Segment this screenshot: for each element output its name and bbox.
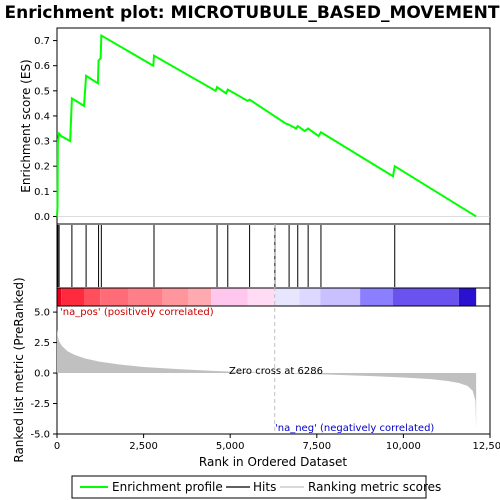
negative-correlation-label: 'na_neg' (negatively correlated) (275, 423, 434, 434)
rank-bar-segment (162, 288, 189, 306)
es-panel-frame (56, 27, 491, 225)
es-y-tick-label: 0.6 (34, 61, 50, 72)
zero-cross-label: Zero cross at 6286 (229, 366, 323, 377)
metric-y-tick-label: 5.0 (34, 308, 50, 319)
rank-bar-segment (211, 288, 248, 306)
enrichment-score-panel: 0.0 0.1 0.2 0.3 0.4 0.5 0.6 0.7 Enrichment scor… (19, 27, 491, 225)
rank-bar-segment (247, 288, 275, 306)
es-y-tick-label: 0.3 (34, 137, 50, 148)
rank-bar-segment (100, 288, 129, 306)
rank-bar-segment (128, 288, 163, 306)
positive-correlation-label: 'na_pos' (positively correlated) (60, 307, 214, 318)
rank-bar-segment (360, 288, 394, 306)
x-axis-label: Rank in Ordered Dataset (199, 455, 347, 469)
rank-bar-segment (61, 288, 85, 306)
legend-label-hits: Hits (253, 480, 276, 494)
es-y-tick-label: 0.4 (34, 111, 50, 122)
rank-bar-segment (299, 288, 321, 306)
legend: Enrichment profile Hits Ranking metric s… (71, 475, 441, 499)
rank-bar-segment (84, 288, 101, 306)
metric-y-tick-label: 2.5 (34, 338, 50, 349)
rank-color-bar (56, 287, 491, 307)
rank-bar-segment (458, 288, 477, 306)
rank-bar-segment (57, 288, 62, 306)
hits-panel (56, 223, 491, 289)
legend-label-metric: Ranking metric scores (308, 480, 441, 494)
x-tick-label: 7,500 (302, 441, 331, 452)
rank-bar-segment (274, 288, 300, 306)
x-tick-label: 2,500 (129, 441, 158, 452)
rank-bar-segment (320, 288, 361, 306)
x-tick-label: 0 (54, 441, 60, 452)
x-tick-label: 10,000 (386, 441, 421, 452)
es-y-tick-label: 0.5 (34, 86, 50, 97)
hits-panel-frame (56, 223, 491, 289)
enrichment-profile-line (56, 33, 477, 218)
es-y-axis-label: Enrichment score (ES) (19, 59, 33, 192)
ranked-metric-panel: 5.0 2.5 0.0 -2.5 -5.0 0 2,500 5,000 7,500 10,000… (12, 224, 500, 469)
es-y-tick-label: 0.2 (34, 162, 50, 173)
chart-title: Enrichment plot: MICROTUBULE_BASED_MOVEM… (4, 3, 499, 23)
x-tick-label: 12,500 (473, 441, 500, 452)
metric-y-tick-label: 0.0 (34, 369, 50, 380)
rank-bar-segment (393, 288, 459, 306)
es-y-tick-label: 0.1 (34, 187, 50, 198)
legend-label-enrichment: Enrichment profile (112, 480, 223, 494)
metric-y-tick-label: -2.5 (30, 399, 50, 410)
metric-y-tick-label: -5.0 (30, 430, 50, 441)
es-y-tick-label: 0.7 (34, 36, 50, 47)
es-y-tick-label: 0.0 (34, 212, 50, 223)
metric-y-axis-label: Ranked list metric (PreRanked) (12, 277, 26, 462)
ranking-metric-area (57, 329, 477, 430)
rank-bar-segment (188, 288, 212, 306)
x-tick-label: 5,000 (216, 441, 245, 452)
